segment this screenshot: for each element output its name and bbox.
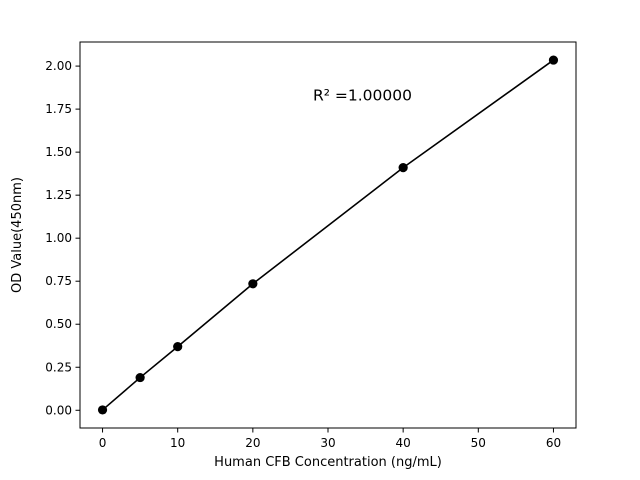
y-tick-label: 0.75 <box>45 274 72 288</box>
x-tick-label: 20 <box>245 436 260 450</box>
data-line <box>102 59 554 411</box>
x-tick-label: 40 <box>396 436 411 450</box>
data-point <box>248 279 258 289</box>
x-tick-label: 50 <box>471 436 486 450</box>
data-point <box>173 342 183 352</box>
y-tick-label: 0.25 <box>45 360 72 374</box>
data-point <box>548 55 559 65</box>
y-tick-label: 1.50 <box>45 145 72 159</box>
y-tick-label: 1.75 <box>45 102 72 116</box>
x-tick-label: 30 <box>320 436 335 450</box>
x-tick-label: 10 <box>170 436 185 450</box>
x-tick-label: 0 <box>99 436 107 450</box>
data-point <box>97 405 108 415</box>
x-tick-label: 60 <box>546 436 561 450</box>
y-axis-label: OD Value(450nm) <box>10 177 25 293</box>
plot-frame <box>79 41 577 429</box>
r-squared-annotation: R² =1.00000 <box>313 87 412 105</box>
data-point <box>135 372 145 383</box>
data-point <box>398 163 408 173</box>
y-tick-label: 2.00 <box>45 59 72 73</box>
y-tick-label: 1.25 <box>45 188 72 202</box>
y-tick-label: 0.50 <box>45 317 72 331</box>
y-tick-label: 1.00 <box>45 231 72 245</box>
x-axis-label: Human CFB Concentration (ng/mL) <box>214 455 442 470</box>
y-tick-label: 0.00 <box>45 403 72 417</box>
